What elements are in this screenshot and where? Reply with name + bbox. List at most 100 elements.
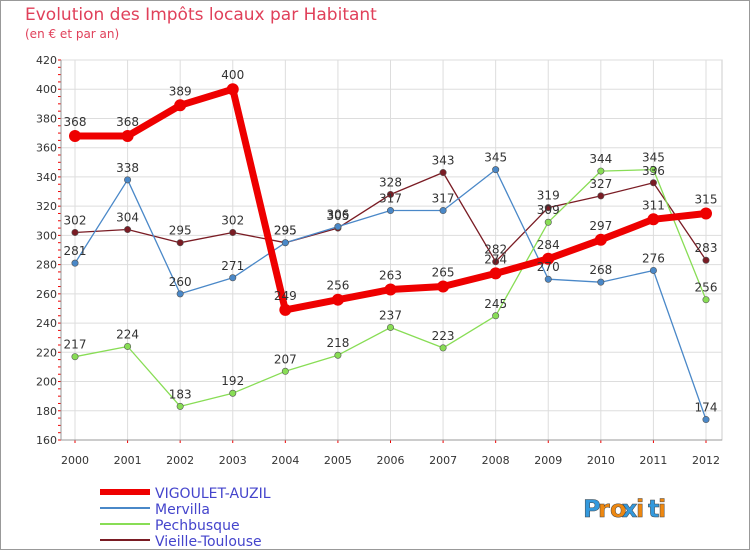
data-label-mervilla-2007: 317	[432, 192, 455, 206]
point-mervilla-2002	[176, 290, 184, 298]
data-label-mervilla-2010: 268	[589, 263, 612, 277]
brand-letter-5: t	[648, 495, 659, 523]
chart-title: Evolution des Impôts locaux par Habitant	[25, 5, 377, 25]
point-pechbusque-2004	[281, 367, 289, 375]
data-label-vieille-toulouse-2006: 328	[379, 175, 402, 189]
data-label-vieille-toulouse-2005: 305	[326, 209, 349, 223]
data-label-vigoulet-auzil-2011: 311	[642, 198, 665, 212]
point-pechbusque-2011	[649, 166, 657, 174]
data-label-pechbusque-2003: 192	[221, 374, 244, 388]
data-label-mervilla-2009: 270	[537, 260, 560, 274]
data-label-vigoulet-auzil-2003: 400	[221, 68, 244, 82]
point-pechbusque-2008	[492, 312, 500, 320]
legend-item-vieille-toulouse: Vieille-Toulouse	[100, 534, 262, 550]
data-label-vigoulet-auzil-2008: 274	[484, 252, 507, 266]
point-vigoulet-auzil-2002	[174, 99, 187, 112]
data-label-mervilla-2011: 276	[642, 251, 665, 265]
y-tick-label-320: 320	[36, 200, 57, 213]
x-tick-label-2012: 2012	[692, 454, 720, 467]
x-tick-label-2004: 2004	[271, 454, 299, 467]
point-vieille-toulouse-2010	[597, 192, 605, 200]
data-label-vieille-toulouse-2003: 302	[221, 213, 244, 227]
data-label-vigoulet-auzil-2001: 368	[116, 115, 139, 129]
data-label-pechbusque-2011: 345	[642, 151, 665, 165]
data-label-pechbusque-2004: 207	[274, 352, 297, 366]
x-tick-label-2001: 2001	[114, 454, 142, 467]
data-label-vieille-toulouse-2009: 319	[537, 189, 560, 203]
x-tick-label-2002: 2002	[166, 454, 194, 467]
data-label-pechbusque-2009: 309	[537, 203, 560, 217]
markers-layer	[69, 83, 712, 424]
point-pechbusque-2005	[334, 351, 342, 359]
data-label-vigoulet-auzil-2004: 249	[274, 289, 297, 303]
data-label-vigoulet-auzil-2006: 263	[379, 268, 402, 282]
legend-item-pechbusque: Pechbusque	[100, 518, 240, 534]
grid-lines	[61, 59, 722, 441]
point-vigoulet-auzil-2009	[542, 252, 555, 265]
legend: VIGOULET-AUZIL Mervilla Pechbusque Vieil…	[100, 486, 271, 550]
point-mervilla-2003	[229, 274, 237, 282]
data-label-vieille-toulouse-2011: 336	[642, 164, 665, 178]
brand-letter-4: i	[636, 495, 644, 523]
point-vieille-toulouse-2007	[439, 169, 447, 177]
data-label-vieille-toulouse-2012: 283	[695, 241, 718, 255]
point-mervilla-2008	[492, 166, 500, 174]
data-label-pechbusque-2008: 245	[484, 297, 507, 311]
point-vieille-toulouse-2002	[176, 239, 184, 247]
data-label-mervilla-2004: 295	[274, 224, 297, 238]
y-tick-label-260: 260	[36, 288, 57, 301]
legend-label-vigoulet: VIGOULET-AUZIL	[155, 486, 271, 502]
data-label-mervilla-2002: 260	[169, 275, 192, 289]
point-vigoulet-auzil-2008	[489, 267, 502, 280]
point-mervilla-2006	[386, 207, 394, 215]
legend-label-vieille-toulouse: Vieille-Toulouse	[155, 534, 262, 550]
point-mervilla-2012	[702, 416, 710, 424]
data-label-vigoulet-auzil-2005: 256	[326, 279, 349, 293]
point-vigoulet-auzil-2011	[647, 213, 660, 226]
point-pechbusque-2001	[124, 342, 132, 350]
point-vieille-toulouse-2001	[124, 226, 132, 234]
axes: 160 180 200 220 240 260 280 300 320 340 360 380 400 4…	[36, 54, 722, 467]
point-pechbusque-2012	[702, 296, 710, 304]
data-label-vigoulet-auzil-2012: 315	[695, 192, 718, 206]
point-vieille-toulouse-2006	[386, 190, 394, 198]
legend-item-mervilla: Mervilla	[100, 502, 210, 518]
brand-letter-2: o	[610, 495, 627, 523]
point-vigoulet-auzil-2006	[384, 283, 397, 296]
y-tick-label-220: 220	[36, 346, 57, 359]
data-label-mervilla-2003: 271	[221, 259, 244, 273]
y-tick-label-300: 300	[36, 229, 57, 242]
point-pechbusque-2010	[597, 167, 605, 175]
data-label-mervilla-2005: 306	[326, 208, 349, 222]
proxiti-logo: Pr oxi ti	[583, 495, 667, 524]
data-label-pechbusque-2007: 223	[432, 329, 455, 343]
y-tick-label-340: 340	[36, 171, 57, 184]
y-tick-label-420: 420	[36, 54, 57, 67]
data-label-mervilla-2006: 317	[379, 192, 402, 206]
data-label-pechbusque-2005: 218	[326, 336, 349, 350]
data-label-vieille-toulouse-2001: 304	[116, 211, 139, 225]
data-label-mervilla-2000: 281	[64, 244, 87, 258]
data-label-vieille-toulouse-2004: 295	[274, 224, 297, 238]
data-label-pechbusque-2000: 217	[64, 338, 87, 352]
point-pechbusque-2000	[71, 353, 79, 361]
y-tick-label-180: 180	[36, 405, 57, 418]
plot-background	[60, 59, 723, 441]
y-tick-label-240: 240	[36, 317, 57, 330]
point-mervilla-2005	[334, 223, 342, 231]
legend-item-vigoulet: VIGOULET-AUZIL	[100, 486, 271, 502]
point-vigoulet-auzil-2012	[700, 207, 712, 220]
point-mervilla-2009	[544, 275, 552, 283]
data-label-pechbusque-2001: 224	[116, 327, 139, 341]
x-tick-label-2007: 2007	[429, 454, 457, 467]
point-pechbusque-2003	[229, 389, 237, 397]
point-vieille-toulouse-2003	[229, 228, 237, 236]
data-label-vigoulet-auzil-2007: 265	[432, 266, 455, 280]
data-label-mervilla-2001: 338	[116, 161, 139, 175]
point-pechbusque-2006	[386, 323, 394, 331]
brand-letter-0: P	[583, 495, 601, 523]
x-tick-label-2008: 2008	[482, 454, 510, 467]
point-mervilla-2004	[281, 239, 289, 247]
data-label-vieille-toulouse-2010: 327	[589, 177, 612, 191]
